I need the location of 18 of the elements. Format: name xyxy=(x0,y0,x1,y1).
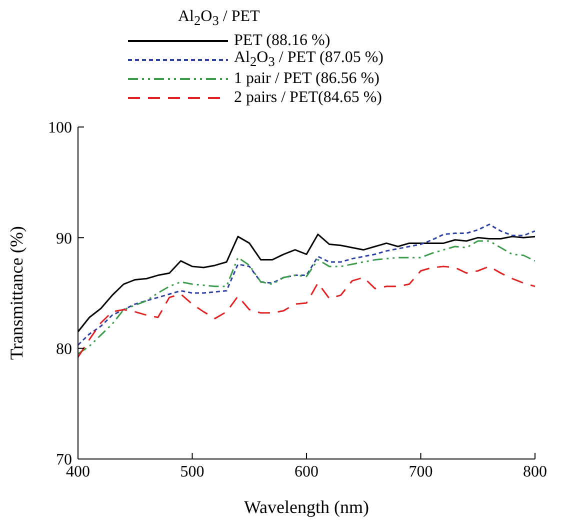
legend-label: 2 pairs / PET(84.65 %) xyxy=(234,88,382,107)
y-tick-label: 100 xyxy=(48,120,72,137)
legend-title: Al$_{2}$O$_{3}$ / PET xyxy=(178,8,260,28)
x-tick-label: 500 xyxy=(180,464,204,481)
legend-label: PET (88.16 %) xyxy=(234,32,330,50)
x-tick-label: 700 xyxy=(408,464,433,481)
x-tick-label: 600 xyxy=(294,464,318,481)
line-series xyxy=(78,266,535,358)
y-tick-label: 80 xyxy=(56,341,72,358)
x-tick-label: 800 xyxy=(523,464,547,481)
x-axis-title: Wavelength (nm) xyxy=(244,497,370,518)
legend-label: 1 pair / PET (86.56 %) xyxy=(234,70,380,88)
y-tick-label: 90 xyxy=(56,230,72,248)
legend-label: Al$_{2}$O$_{3}$ / PET (87.05 %) xyxy=(234,49,384,70)
line-series xyxy=(78,240,535,355)
x-tick-label: 400 xyxy=(66,464,90,481)
line-series xyxy=(78,224,535,346)
y-axis-title: Transmittance (%) xyxy=(6,226,26,360)
